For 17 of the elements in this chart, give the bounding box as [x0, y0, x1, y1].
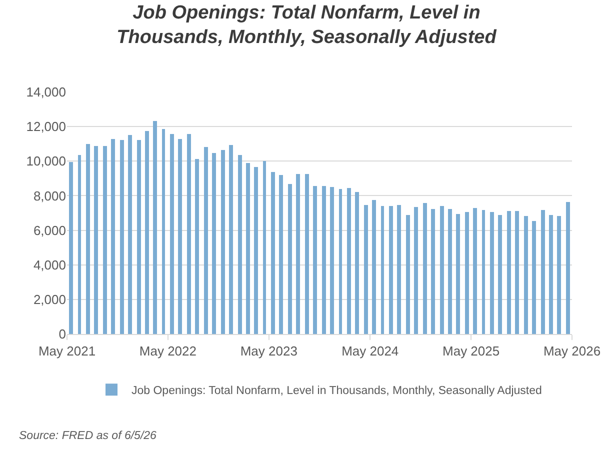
legend-label: Job Openings: Total Nonfarm, Level in Thousands, Monthly, Seasonally Adjusted	[132, 385, 542, 398]
x-tick-label: May 2022	[139, 344, 196, 359]
y-tick-label: 0	[58, 326, 66, 342]
y-tick-label: 10,000	[26, 154, 66, 169]
y-tick-label: 12,000	[26, 119, 66, 134]
chart-title: Job Openings: Total Nonfarm, Level in Thousands, Monthly, Seasonally Adjusted	[116, 2, 497, 48]
y-tick-label: 2,000	[33, 292, 66, 307]
x-tick-label: May 2024	[342, 344, 399, 359]
source-note: Source: FRED as of 6/5/26	[19, 430, 158, 442]
y-tick-label: 8,000	[33, 188, 66, 204]
x-tick-label: May 2021	[38, 344, 96, 359]
x-tick-label: May 2026	[543, 344, 601, 359]
y-tick-label: 6,000	[33, 222, 66, 238]
y-tick-label: 4,000	[33, 257, 66, 272]
x-tick-label: May 2025	[442, 344, 500, 359]
y-tick-label: 14,000	[26, 84, 66, 100]
x-tick-label: May 2023	[240, 344, 298, 359]
